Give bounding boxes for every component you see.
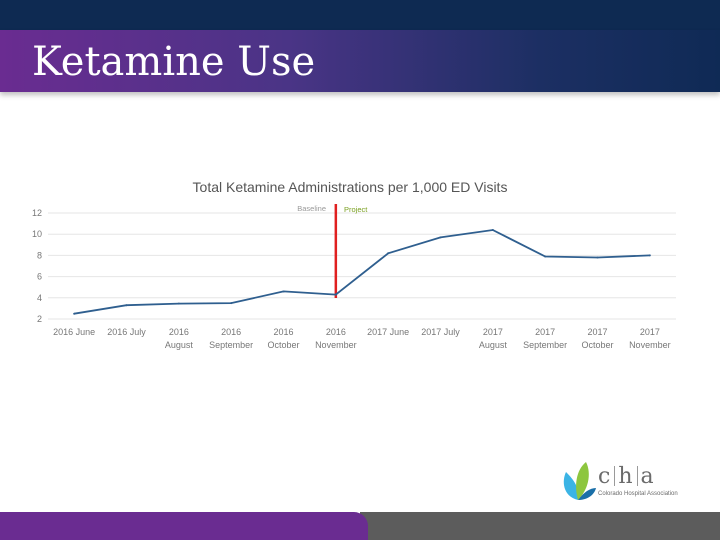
- line-chart: Total Ketamine Administrations per 1,000…: [32, 179, 676, 350]
- title-bar: [0, 30, 720, 92]
- data-point: [387, 252, 390, 255]
- x-tick-label: 2017 November: [629, 327, 671, 350]
- x-tick-label: 2017 October: [581, 327, 613, 350]
- x-tick-label: 2016 June: [53, 327, 95, 337]
- slide-title: Ketamine Use: [32, 39, 316, 85]
- x-tick-label: 2016 August: [165, 327, 194, 350]
- data-point: [334, 293, 337, 296]
- logo-divider: [636, 466, 638, 486]
- data-point: [282, 290, 285, 293]
- data-point: [596, 256, 599, 259]
- project-label: Project: [344, 205, 368, 214]
- data-point: [544, 255, 547, 258]
- data-point: [648, 254, 651, 257]
- y-tick-label: 10: [32, 229, 42, 239]
- x-tick-label: 2016 September: [209, 327, 253, 350]
- x-tick-label: 2016 October: [267, 327, 299, 350]
- x-tick-label: 2017 September: [523, 327, 567, 350]
- data-point: [230, 302, 233, 305]
- footer-bar-purple: [0, 512, 368, 540]
- data-point: [491, 228, 494, 231]
- y-tick-label: 12: [32, 208, 42, 218]
- x-tick-label: 2017 June: [367, 327, 409, 337]
- x-axis-ticks: 2016 June 2016 July 2016 August 2016 Septembe…: [53, 327, 670, 350]
- gridlines: [48, 212, 676, 320]
- x-tick-label: 2016 November: [315, 327, 357, 350]
- data-point: [73, 312, 76, 315]
- x-tick-label: 2017 August: [479, 327, 508, 350]
- x-tick-label: 2016 July: [107, 327, 146, 337]
- data-point: [125, 304, 128, 307]
- data-points: [73, 228, 651, 315]
- logo-letter-c: c: [598, 464, 612, 489]
- logo-divider: [614, 466, 616, 486]
- logo-letter-h: h: [618, 464, 634, 489]
- y-tick-label: 6: [37, 272, 42, 282]
- leaf-icon: [563, 462, 596, 500]
- footer-bar-gray: [360, 512, 720, 540]
- data-point: [177, 302, 180, 305]
- chart-title: Total Ketamine Administrations per 1,000…: [193, 179, 508, 195]
- series-line: [74, 229, 650, 315]
- logo-letter-a: a: [640, 464, 655, 489]
- logo-tagline: Colorado Hospital Association: [598, 491, 678, 497]
- data-point: [439, 236, 442, 239]
- baseline-label: Baseline: [297, 204, 326, 213]
- y-tick-label: 2: [37, 314, 42, 324]
- y-tick-label: 8: [37, 250, 42, 260]
- top-bar: [0, 0, 720, 30]
- y-tick-label: 4: [37, 293, 42, 303]
- x-tick-label: 2017 July: [421, 327, 460, 337]
- y-axis-ticks: 2 4 6 8 10 12: [32, 208, 42, 324]
